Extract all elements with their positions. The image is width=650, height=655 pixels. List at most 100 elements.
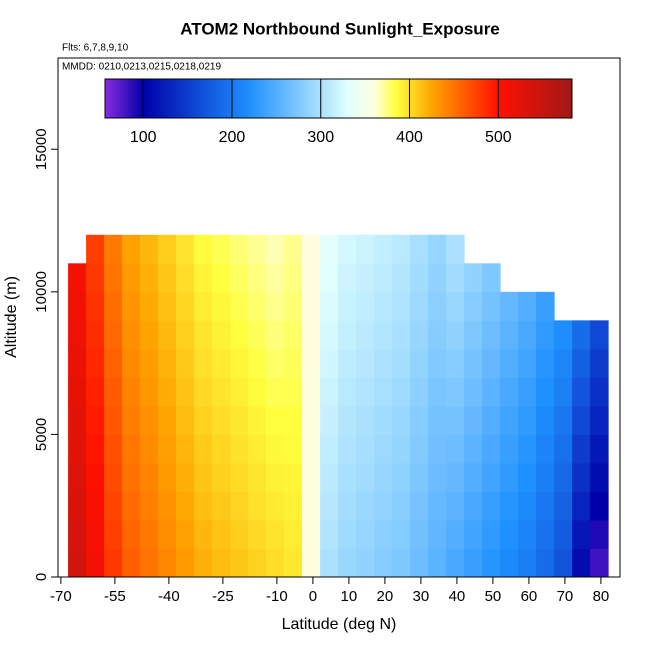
heat-cell xyxy=(410,234,429,264)
heat-cell xyxy=(104,548,123,578)
heat-cell xyxy=(248,519,267,549)
heat-cell xyxy=(176,291,195,321)
heat-cell xyxy=(374,519,393,549)
heat-cell xyxy=(248,377,267,407)
heat-cell xyxy=(86,519,105,549)
heat-cell xyxy=(518,405,537,435)
heat-cell xyxy=(482,462,501,492)
heat-cell xyxy=(212,234,231,264)
heat-cell xyxy=(590,348,609,378)
heat-cell xyxy=(68,548,87,578)
heat-cell xyxy=(140,462,159,492)
heat-cell xyxy=(446,434,465,464)
heat-cell xyxy=(284,462,303,492)
heat-cell xyxy=(230,548,249,578)
heat-cell xyxy=(356,320,375,350)
heat-cell xyxy=(212,348,231,378)
heat-cell xyxy=(356,377,375,407)
heat-cell xyxy=(122,519,141,549)
heat-cell xyxy=(176,320,195,350)
heat-cell xyxy=(140,491,159,521)
heat-cell xyxy=(410,434,429,464)
heat-cell xyxy=(410,491,429,521)
heat-cell xyxy=(374,320,393,350)
heat-cell xyxy=(320,263,339,293)
heat-cell xyxy=(86,377,105,407)
heat-cell xyxy=(158,434,177,464)
heat-cell xyxy=(446,291,465,321)
heat-cell xyxy=(338,263,357,293)
heat-cell xyxy=(104,291,123,321)
heat-cell xyxy=(176,548,195,578)
heat-cell xyxy=(428,491,447,521)
heat-cell xyxy=(140,234,159,264)
heat-cell xyxy=(248,263,267,293)
heat-cell xyxy=(572,377,591,407)
heat-cell xyxy=(176,434,195,464)
heat-cell xyxy=(338,348,357,378)
heat-cell xyxy=(500,320,519,350)
heat-cell xyxy=(104,519,123,549)
heat-cell xyxy=(392,548,411,578)
heat-cell xyxy=(230,434,249,464)
heat-cell xyxy=(104,462,123,492)
heat-cell xyxy=(374,405,393,435)
heat-cell xyxy=(302,348,321,378)
heat-cell xyxy=(428,434,447,464)
heat-cell xyxy=(464,491,483,521)
heat-cell xyxy=(68,291,87,321)
heat-cell xyxy=(392,519,411,549)
heat-cell xyxy=(518,320,537,350)
heat-cell xyxy=(176,405,195,435)
heat-cell xyxy=(194,377,213,407)
x-tick-label: 0 xyxy=(309,588,317,605)
heat-cell xyxy=(104,491,123,521)
heat-cell xyxy=(446,491,465,521)
heat-cell xyxy=(248,434,267,464)
heat-cell xyxy=(554,462,573,492)
heat-cell xyxy=(482,434,501,464)
heat-cell xyxy=(428,519,447,549)
heat-cell xyxy=(104,263,123,293)
heat-cell xyxy=(374,491,393,521)
heat-cell xyxy=(176,263,195,293)
heat-cell xyxy=(302,320,321,350)
heat-cell xyxy=(320,377,339,407)
heat-cell xyxy=(212,263,231,293)
heat-cell xyxy=(536,491,555,521)
heat-cell xyxy=(356,548,375,578)
heat-cell xyxy=(158,348,177,378)
heat-cell xyxy=(284,348,303,378)
heat-cell xyxy=(320,234,339,264)
heat-cell xyxy=(338,377,357,407)
heat-cell xyxy=(590,491,609,521)
y-axis-label: Altitude (m) xyxy=(3,276,20,358)
heat-cell xyxy=(230,291,249,321)
heat-cell xyxy=(176,348,195,378)
heat-cell xyxy=(302,434,321,464)
x-tick-label: -55 xyxy=(104,588,126,605)
heat-cell xyxy=(518,491,537,521)
heat-cell xyxy=(428,548,447,578)
heat-cell xyxy=(122,263,141,293)
heat-cell xyxy=(194,320,213,350)
heat-cell xyxy=(122,434,141,464)
heat-cell xyxy=(572,462,591,492)
heat-cell xyxy=(104,434,123,464)
heat-cell xyxy=(86,348,105,378)
heat-cell xyxy=(410,348,429,378)
colorbar-tick-label: 100 xyxy=(130,129,157,146)
heat-cell xyxy=(194,234,213,264)
heat-cell xyxy=(464,348,483,378)
heat-cell xyxy=(356,462,375,492)
heat-cell xyxy=(482,548,501,578)
heat-cell xyxy=(284,434,303,464)
heat-cell xyxy=(338,462,357,492)
heat-cell xyxy=(284,548,303,578)
heat-cell xyxy=(554,491,573,521)
heat-cell xyxy=(140,548,159,578)
heat-cell xyxy=(590,462,609,492)
heat-cell xyxy=(266,548,285,578)
heat-cell xyxy=(122,348,141,378)
heat-cell xyxy=(212,462,231,492)
